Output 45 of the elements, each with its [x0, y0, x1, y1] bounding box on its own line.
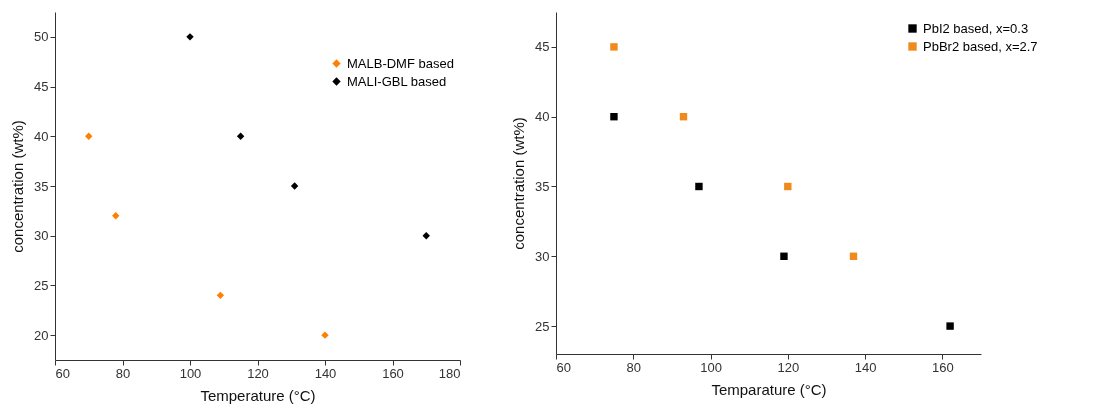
y-axis-title: concentration (wt%) — [9, 120, 27, 253]
point — [784, 182, 792, 191]
point — [236, 132, 245, 140]
x-tick-label: 80 — [115, 365, 131, 381]
point — [610, 43, 618, 51]
y-tick-label: 25 — [535, 318, 550, 334]
legend-label: PbBr2 based, x=2.7 — [923, 38, 1038, 54]
y-tick-label: 40 — [535, 109, 550, 125]
point — [695, 182, 703, 191]
y-tick-label: 20 — [34, 327, 49, 343]
legend-label: MALB-DMF based — [347, 55, 454, 71]
x-tick-label: 160 — [382, 365, 404, 381]
x-tick-label: 160 — [932, 359, 954, 375]
point — [422, 232, 430, 240]
point — [112, 212, 120, 220]
y-tick-label: 30 — [535, 248, 550, 264]
x-tick-label: 100 — [700, 359, 722, 375]
x-tick-label: 180 — [438, 365, 461, 381]
point — [290, 182, 299, 190]
x-tick-label: 140 — [854, 359, 877, 375]
legend-label: MALI-GBL based — [347, 73, 447, 89]
point — [610, 112, 618, 121]
point — [216, 291, 225, 300]
x-tick-label: 60 — [55, 365, 70, 381]
y-tick-label: 35 — [535, 178, 550, 194]
y-tick-label: 35 — [34, 178, 49, 194]
x-tick-label: 60 — [556, 359, 571, 375]
y-tick-label: 30 — [34, 228, 49, 244]
y-tick-label: 40 — [34, 128, 49, 144]
x-axis-title: Temperature (°C) — [200, 386, 316, 404]
y-axis-title: concentration (wt%) — [510, 117, 528, 250]
y-tick-label: 50 — [34, 29, 49, 45]
x-tick-label: 80 — [626, 359, 642, 375]
x-tick-label: 140 — [314, 365, 337, 381]
point — [780, 252, 788, 260]
legend-label: PbI2 based, x=0.3 — [923, 20, 1029, 36]
point — [946, 322, 954, 330]
y-tick-label: 45 — [34, 79, 49, 95]
x-tick-label: 100 — [179, 365, 202, 381]
x-tick-label: 120 — [777, 359, 800, 375]
x-tick-label: 120 — [247, 365, 269, 381]
x-axis-title: Temparature (°C) — [711, 380, 827, 398]
y-tick-label: 25 — [34, 277, 49, 293]
point — [85, 132, 93, 140]
y-tick-label: 45 — [535, 39, 550, 55]
